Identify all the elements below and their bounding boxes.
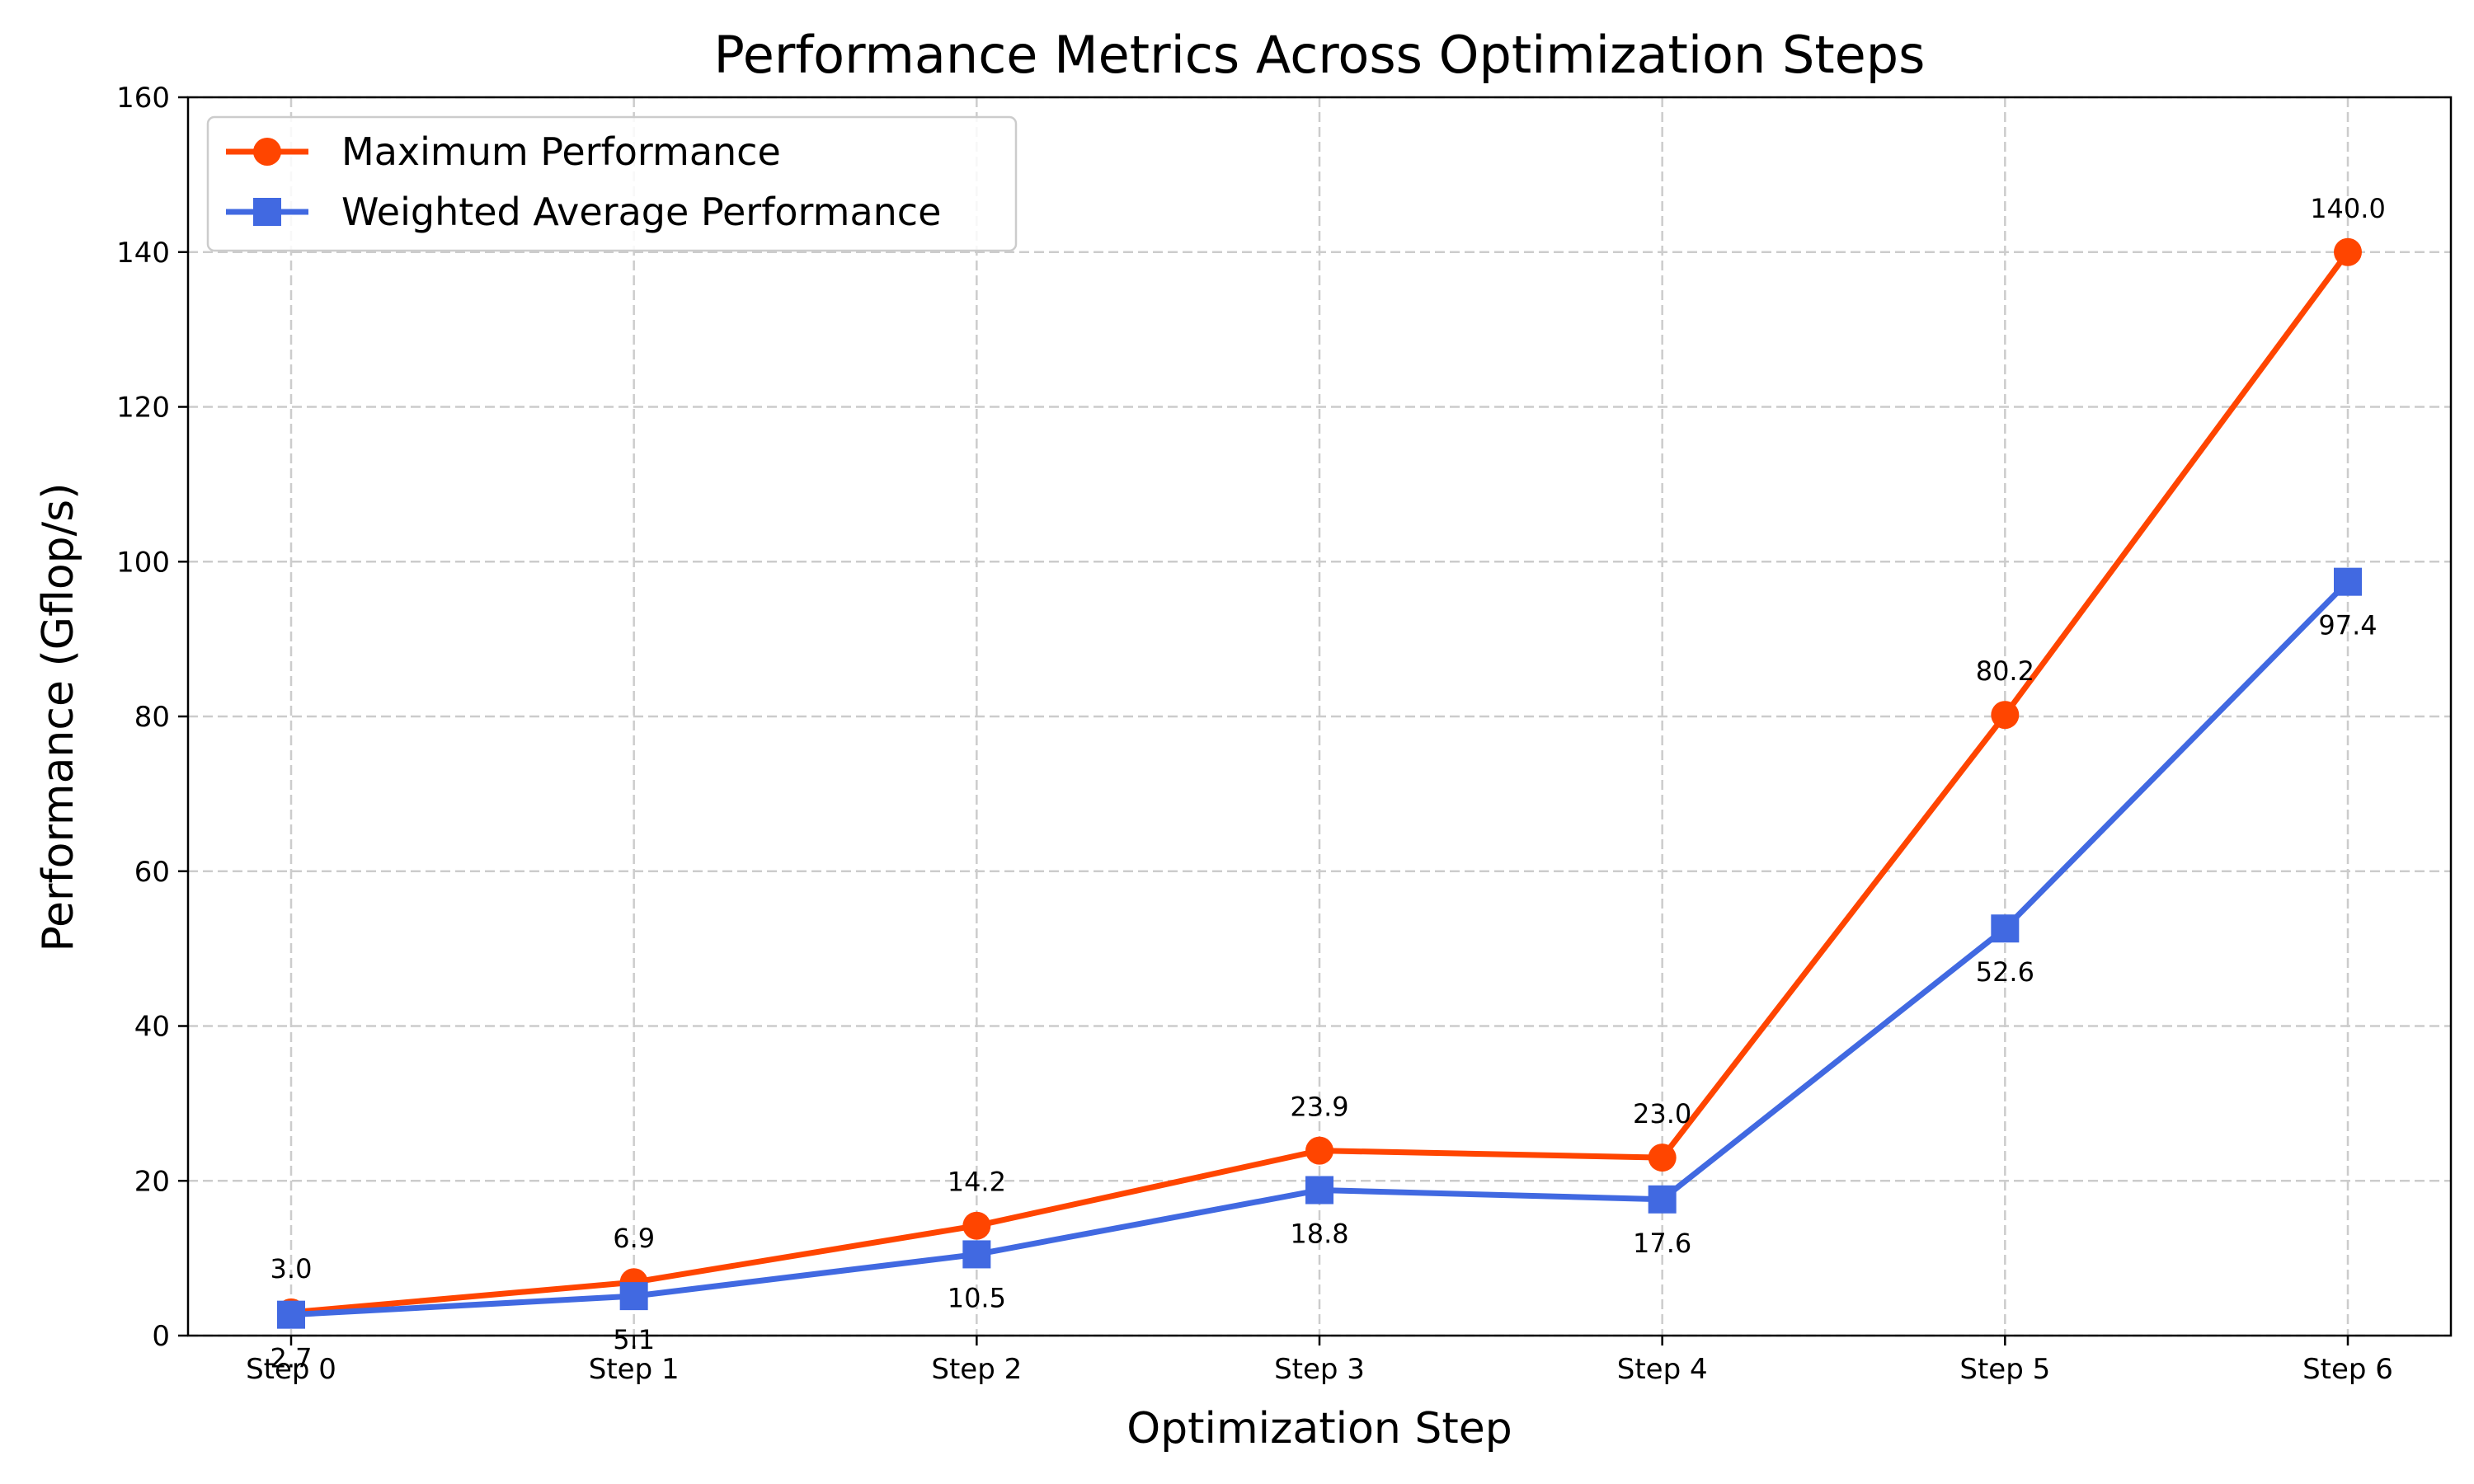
data-point xyxy=(1991,914,2020,943)
series-weighted-average-performance xyxy=(277,567,2362,1329)
data-point xyxy=(1648,1185,1677,1214)
data-point xyxy=(619,1282,648,1311)
data-point xyxy=(277,1300,305,1329)
data-point xyxy=(1305,1136,1333,1165)
data-label: 6.9 xyxy=(613,1223,655,1254)
data-point xyxy=(1991,701,2020,730)
data-label: 3.0 xyxy=(270,1253,313,1284)
x-tick-label: Step 4 xyxy=(1617,1353,1708,1386)
data-point xyxy=(1305,1176,1333,1205)
data-label: 14.2 xyxy=(948,1167,1006,1198)
legend-item: Weighted Average Performance xyxy=(226,190,941,234)
legend-marker xyxy=(253,198,281,226)
data-point xyxy=(962,1240,991,1269)
axes: 0 20 40 60 80 100 120 140 160 Step 0 Step 1 Step 2 S… xyxy=(116,82,2393,1386)
y-tick-label: 160 xyxy=(116,82,170,115)
y-tick-label: 60 xyxy=(134,856,170,889)
data-label: 10.5 xyxy=(948,1282,1006,1313)
x-tick-label: Step 0 xyxy=(246,1353,336,1386)
y-tick-label: 0 xyxy=(152,1320,170,1353)
legend-label: Maximum Performance xyxy=(341,129,781,174)
data-label: 97.4 xyxy=(2318,610,2377,641)
data-point xyxy=(1648,1144,1677,1172)
x-tick-label: Step 5 xyxy=(1959,1353,2050,1386)
legend: Maximum Performance Weighted Average Perf… xyxy=(206,115,1018,252)
y-axis-title: Performance (Gflop/s) xyxy=(34,482,83,951)
data-label: 23.0 xyxy=(1633,1098,1691,1129)
data-label: 2.7 xyxy=(270,1343,313,1374)
x-tick-label: Step 1 xyxy=(589,1353,680,1386)
legend-box xyxy=(206,115,1018,252)
data-label: 80.2 xyxy=(1976,655,2034,687)
y-tick-label: 140 xyxy=(116,237,170,270)
y-tick-label: 40 xyxy=(134,1011,170,1044)
x-tick-label: Step 3 xyxy=(1274,1353,1365,1386)
data-label: 52.6 xyxy=(1976,956,2034,988)
data-label: 23.9 xyxy=(1290,1092,1348,1123)
data-label: 17.6 xyxy=(1633,1228,1691,1259)
y-tick-label: 120 xyxy=(116,392,170,425)
y-tick-label: 80 xyxy=(134,701,170,734)
x-axis-title: Optimization Step xyxy=(1126,1404,1512,1453)
data-label: 140.0 xyxy=(2310,193,2386,224)
legend-label: Weighted Average Performance xyxy=(341,190,941,234)
x-tick-label: Step 2 xyxy=(931,1353,1022,1386)
series-layer xyxy=(277,237,2362,1329)
data-label: 18.8 xyxy=(1290,1219,1348,1250)
data-point xyxy=(2334,567,2362,596)
legend-marker xyxy=(253,138,281,166)
data-label: 5.1 xyxy=(613,1324,655,1355)
x-tick-label: Step 6 xyxy=(2302,1353,2393,1386)
data-point xyxy=(962,1211,991,1240)
data-labels: 3.0 6.9 14.2 23.9 23.0 80.2 140.0 2.7 5.1 10.5 18.… xyxy=(270,193,2386,1374)
y-tick-label: 20 xyxy=(134,1165,170,1198)
y-tick-label: 100 xyxy=(116,546,170,579)
chart-title: Performance Metrics Across Optimization … xyxy=(714,25,1926,85)
data-point xyxy=(2334,237,2362,266)
legend-item: Maximum Performance xyxy=(226,129,781,174)
